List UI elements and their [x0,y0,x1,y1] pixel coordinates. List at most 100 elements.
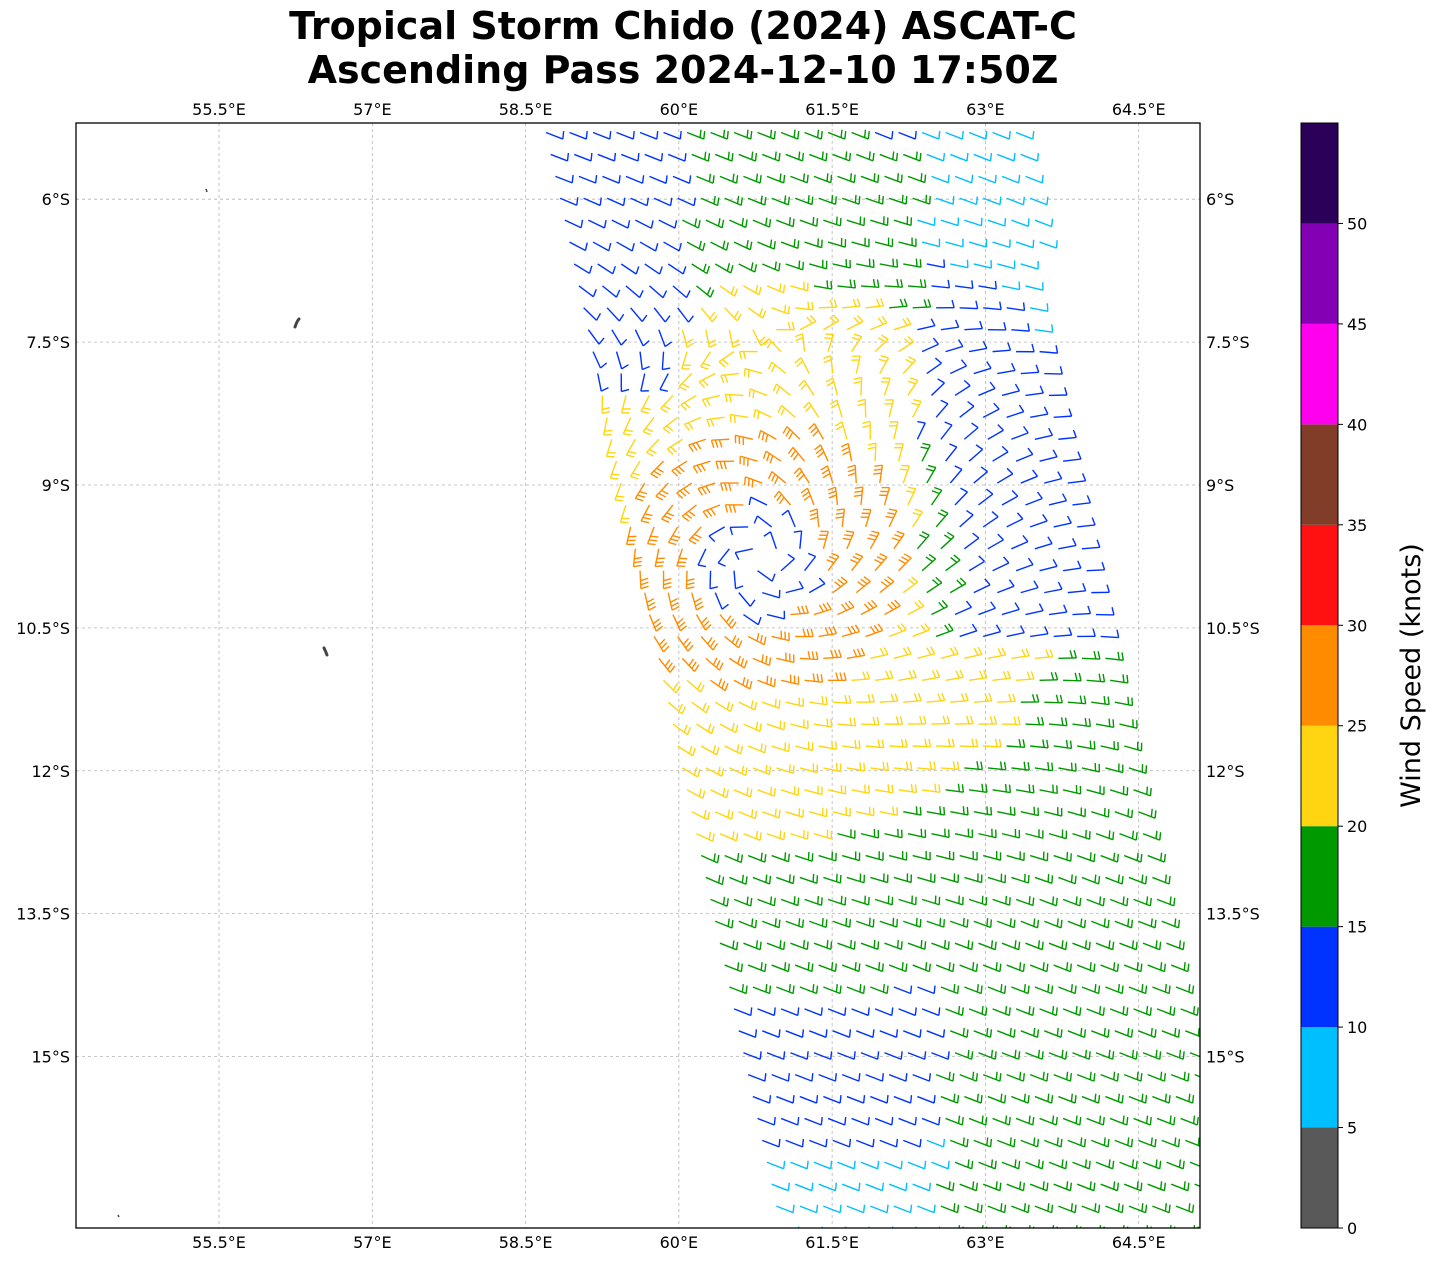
wind-barb [763,338,782,353]
wind-barb [1095,940,1115,951]
wind-barb [743,830,762,841]
wind-barb [940,646,959,660]
wind-barb [1213,1159,1231,1168]
wind-barb [973,693,993,703]
wind-barb [1029,962,1049,973]
wind-barb [925,464,937,484]
wind-barb [992,670,1012,681]
wind-barb [555,174,574,184]
wind-barb [733,1007,753,1017]
wind-barb [840,442,853,462]
wind-barb [1170,1181,1190,1192]
wind-barb [921,553,937,572]
wind-barb [790,829,809,840]
wind-barb [733,570,744,590]
wind-barb [959,851,978,861]
wind-barb [870,1095,889,1104]
wind-barb [982,1181,1002,1192]
wind-barb [973,806,993,816]
wind-barb [1105,984,1124,995]
wind-barb [718,351,735,368]
wind-barb [1039,671,1059,681]
wind-barb [705,766,725,777]
wind-barb [1006,851,1025,862]
wind-barb [1095,606,1115,616]
wind-barb [625,438,637,458]
wind-barb [747,195,767,206]
wind-barb [729,765,748,777]
lon-tick-label-top: 58.5°E [499,100,553,119]
wind-barb [940,984,960,995]
wind-barb [818,626,838,638]
wind-barb [978,828,997,839]
wind-barb [710,438,730,449]
wind-barb [907,279,927,289]
colorbar-bin [1301,524,1338,626]
colorbar-bin [1301,1127,1338,1228]
wind-barb [818,299,838,309]
colorbar-tick-label: 15 [1347,918,1367,937]
wind-barb [691,151,711,162]
wind-barb [1086,1005,1105,1017]
wind-barb [1123,1181,1143,1192]
wind-barb [1067,1137,1087,1148]
wind-barb [709,570,718,590]
wind-barb [1161,1137,1181,1148]
wind-barb [644,592,657,611]
wind-barb [771,304,790,315]
wind-barb [945,1115,964,1126]
wind-barb [700,195,720,207]
wind-barb [545,131,565,140]
wind-barb [1086,561,1106,572]
wind-barb [837,939,856,950]
island-small-north [205,188,208,193]
wind-barb [936,738,955,748]
wind-barb [813,718,833,728]
wind-barb [1105,1093,1124,1104]
wind-barb [978,1049,997,1060]
wind-barb [1053,739,1073,750]
wind-barb [973,466,989,484]
wind-barb [949,359,968,375]
colorbar-label: Wind Speed (knots) [1396,543,1427,808]
wind-barb [1086,673,1106,683]
wind-barb [1123,741,1143,752]
wind-barb [1166,1049,1185,1060]
wind-barb [1067,918,1087,929]
wind-barb [1053,515,1072,528]
wind-barb [738,1029,758,1038]
wind-barb [841,194,861,205]
wind-barb [1114,918,1134,929]
wind-barb [714,263,734,274]
wind-barb [1123,852,1143,863]
wind-barb [813,939,833,951]
wind-barb [799,216,819,227]
colorbar-bin [1301,223,1338,324]
lat-tick-label-left: 12°S [31,762,70,781]
colorbar-frame [1300,122,1339,1229]
wind-barb [1011,984,1030,995]
wind-barb [921,895,941,906]
wind-barb [752,217,772,228]
wind-barb [1020,469,1039,484]
wind-barb [1156,896,1176,907]
wind-barb [888,962,908,973]
wind-barb [658,219,678,229]
wind-barb [1062,451,1082,462]
wind-barb [997,260,1016,270]
wind-barb [1119,1159,1138,1170]
wind-barb [832,1029,852,1038]
wind-barb [601,395,611,415]
wind-barb [917,873,936,884]
wind-barb [1223,1203,1241,1212]
colorbar-bin [1301,725,1338,827]
wind-barb [1020,918,1040,929]
lat-tick-label-right: 7.5°S [1206,333,1250,352]
wind-barb [856,151,875,162]
wind-barb [639,131,659,140]
wind-barb [1034,218,1054,228]
wind-barb [776,321,796,331]
wind-barb [926,692,946,703]
wind-barb [1006,1181,1026,1192]
wind-barb [757,786,776,797]
